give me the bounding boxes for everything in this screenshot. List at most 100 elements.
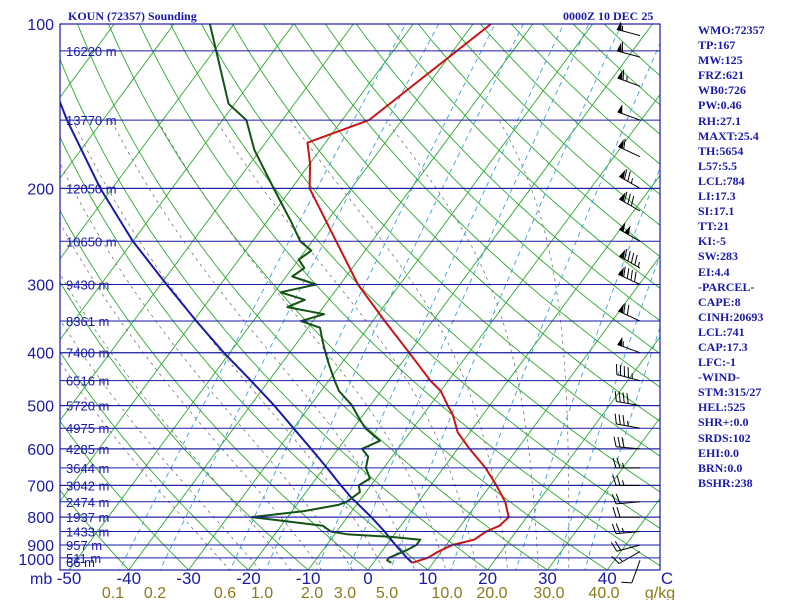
wind-barb-half-flag	[622, 462, 625, 469]
wind-barb-flag	[621, 437, 625, 448]
wind-barb	[618, 266, 641, 285]
dry-adiabat-line	[294, 24, 660, 388]
wind-barb-flag	[610, 542, 618, 552]
wind-barb-flag	[618, 414, 621, 425]
wind-barb-flag	[614, 413, 617, 425]
mixing-ratio-line	[450, 42, 660, 570]
wind-barb	[612, 457, 640, 469]
mixing-ratio-line	[584, 326, 660, 570]
mixing-ratio-label: 10.0	[431, 585, 462, 600]
moist-adiabat-line	[385, 119, 539, 570]
plot-area	[60, 24, 660, 570]
wind-barb	[618, 191, 641, 212]
temperature-tick-label: -30	[176, 569, 201, 588]
wind-barb-staff	[618, 310, 641, 322]
dry-adiabat-line	[139, 24, 660, 567]
wind-barb	[618, 222, 641, 242]
wind-barb-flag	[615, 523, 621, 534]
dry-adiabat-line	[356, 24, 660, 322]
wind-barb-half-flag	[618, 557, 624, 562]
wind-barb-flag	[627, 250, 631, 262]
pressure-tick-label: 1000	[18, 552, 54, 569]
wind-barb	[610, 541, 641, 552]
pressure-tick-label: 400	[27, 346, 54, 363]
stat-line: LFC:-1	[698, 355, 736, 370]
wind-barb	[621, 560, 641, 584]
wind-barb-staff	[617, 111, 641, 121]
isotherm-line	[60, 24, 354, 422]
wind-barb-flag	[622, 414, 625, 426]
wind-barb-flag	[615, 493, 621, 504]
stat-line: WB0:726	[698, 83, 746, 98]
wind-barb-half-flag	[637, 261, 640, 268]
wind-barb	[613, 436, 641, 450]
temperature-tick-label: 10	[418, 569, 437, 588]
wind-barb	[616, 364, 641, 382]
stat-line: MAXT:25.4	[698, 128, 759, 143]
parcel-trace	[60, 99, 413, 564]
mixing-ratio-line	[555, 254, 660, 570]
wind-barb-pennant	[619, 192, 626, 202]
pressure-tick-label: 100	[27, 17, 54, 34]
dry-adiabat-line	[417, 24, 660, 258]
wind-barb-flag	[623, 248, 628, 260]
wind-barb	[616, 41, 641, 58]
wind-barb	[611, 523, 641, 535]
wind-barb	[617, 104, 641, 121]
wind-barb	[617, 69, 641, 87]
wind-barb	[617, 336, 641, 354]
dry-adiabat-line	[170, 24, 660, 529]
wind-barb-pennant	[618, 303, 624, 314]
isotherm-line	[367, 174, 660, 570]
dry-adiabat-line	[263, 24, 660, 422]
stat-line: LI:17.3	[698, 189, 736, 204]
wind-barb-flag	[634, 271, 637, 283]
wind-barb-flag	[616, 364, 618, 375]
mixing-ratio-label: 0.1	[102, 585, 124, 600]
dry-adiabat-line	[108, 24, 609, 570]
moist-adiabat-line	[215, 119, 478, 570]
wind-barb	[618, 169, 641, 189]
pressure-tick-label: 500	[27, 399, 54, 416]
wind-barb-half-flag	[631, 373, 633, 379]
moist-adiabat-line	[290, 119, 509, 570]
wind-barb-flag	[623, 266, 626, 277]
sounding-title: KOUN (72357) Sounding	[68, 9, 197, 23]
wind-barb-flag	[622, 69, 625, 81]
wind-barb-staff	[616, 423, 641, 429]
temperature-tick-label: -20	[236, 569, 261, 588]
wind-barb-staff	[618, 273, 641, 285]
wind-barb-pennant	[616, 42, 622, 53]
mixing-ratio-label: 3.0	[334, 585, 356, 600]
stats-panel: WMO:72357 TP:167 MW:125 FRZ:621 WB0:726 PW:0.…	[698, 23, 798, 491]
isotherm-line	[247, 24, 653, 570]
isotherm-line	[427, 255, 660, 570]
wind-barb	[611, 551, 641, 564]
temperature-tick-label: -50	[57, 569, 82, 588]
dry-adiabat-line	[60, 281, 309, 570]
mixing-ratio-label: 40.0	[588, 585, 619, 600]
dry-adiabat-line	[232, 24, 660, 457]
wind-barb-flag	[623, 366, 626, 377]
dry-adiabat-line	[60, 351, 250, 570]
wind-barb-pennant	[624, 225, 631, 235]
wind-barb-flag	[630, 195, 635, 207]
temperature-tick-label: -40	[117, 569, 142, 588]
stat-line: -WIND-	[698, 370, 740, 385]
temperature-tick-label: C	[661, 569, 673, 588]
temperature-trace	[306, 24, 510, 564]
wind-barb-flag	[611, 523, 617, 534]
dry-adiabat-line	[386, 24, 660, 289]
mixing-ratio-label: 0.6	[214, 585, 236, 600]
wind-barb-half-flag	[622, 480, 625, 486]
stat-line: SHR+:0.0	[698, 415, 749, 430]
mixing-ratio-line	[265, 24, 524, 570]
isotherm-line	[487, 336, 660, 570]
isotherm-line	[60, 24, 175, 179]
stat-line: CAPE:8	[698, 294, 741, 309]
stat-line: CAP:17.3	[698, 339, 748, 354]
pressure-tick-label: 300	[27, 278, 54, 295]
wind-barb-flag	[614, 391, 617, 402]
plot-frame	[59, 23, 661, 571]
